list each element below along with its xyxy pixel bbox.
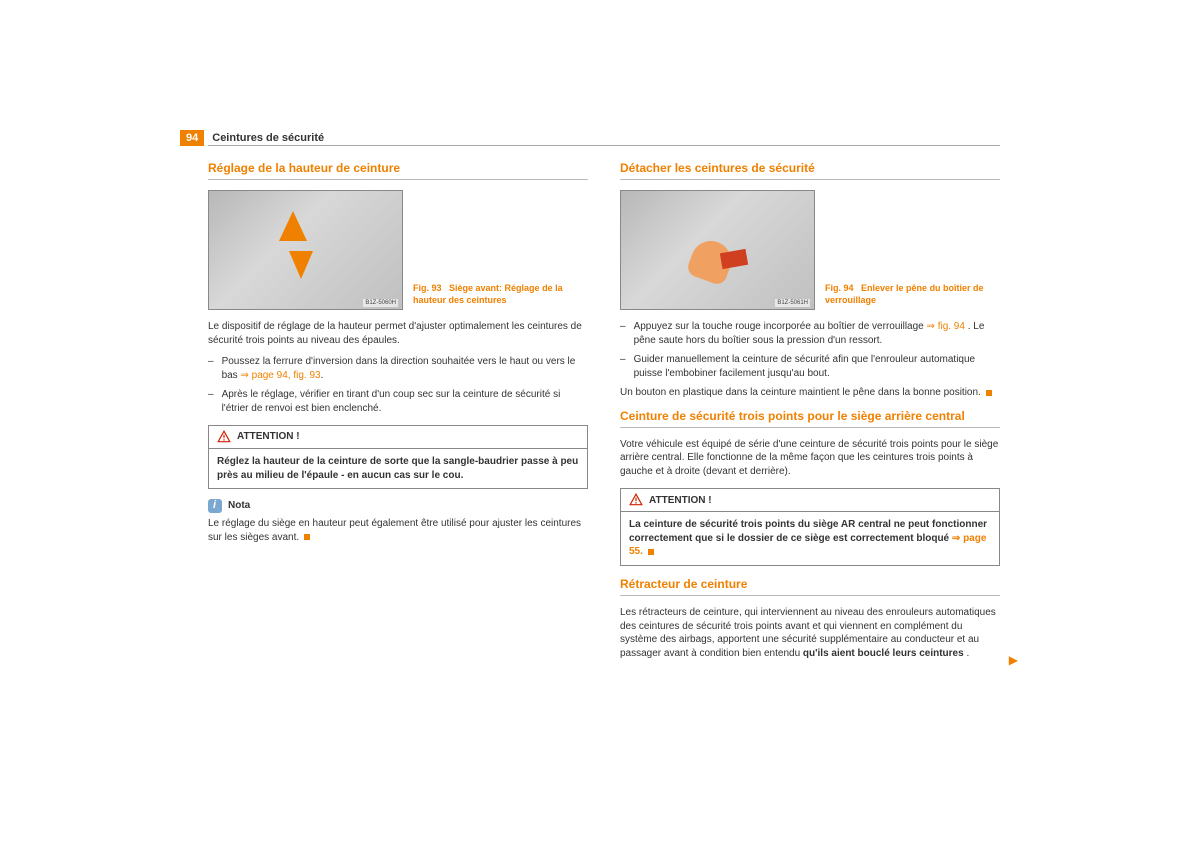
figure-image-detach-belt: B1Z-5061H	[620, 190, 815, 310]
figure-image-height-adjust: B1Z-5060H	[208, 190, 403, 310]
bullet-dash: –	[620, 320, 626, 347]
figure-caption: Fig. 94 Enlever le pêne du boîtier de ve…	[825, 282, 995, 310]
attention-box: ATTENTION ! Réglez la hauteur de la cein…	[208, 425, 588, 489]
figure-code: B1Z-5061H	[775, 299, 810, 307]
cross-ref-link[interactable]: ⇒ page 94, fig. 93	[240, 370, 320, 381]
bullet-text: Appuyez sur la touche rouge incorporée a…	[634, 320, 1000, 347]
attention-title: ATTENTION !	[649, 494, 712, 508]
right-column: Détacher les ceintures de sécurité B1Z-5…	[620, 160, 1000, 668]
bullet-dash: –	[620, 353, 626, 380]
bullet-text: Poussez la ferrure d'inversion dans la d…	[222, 355, 588, 382]
attention-header: ATTENTION !	[621, 489, 999, 512]
arrow-down-icon	[289, 251, 313, 279]
section-title: Détacher les ceintures de sécurité	[620, 160, 1000, 180]
red-button-shape	[720, 249, 748, 269]
cross-ref-link[interactable]: ⇒ fig. 94	[927, 321, 965, 332]
header-rule	[208, 145, 1000, 146]
bold-phrase: qu'ils aient bouclé leurs ceintures	[803, 648, 964, 659]
figure-row: B1Z-5061H Fig. 94 Enlever le pêne du boî…	[620, 190, 1000, 310]
attention-body: Réglez la hauteur de la ceinture de sort…	[209, 449, 587, 488]
bullet-dash: –	[208, 355, 214, 382]
section-title: Réglage de la hauteur de ceinture	[208, 160, 588, 180]
chapter-title: Ceintures de sécurité	[212, 132, 324, 144]
section-title: Ceinture de sécurité trois points pour l…	[620, 408, 1000, 428]
bullet-text: Après le réglage, vérifier en tirant d'u…	[222, 388, 588, 415]
section-title: Rétracteur de ceinture	[620, 576, 1000, 596]
continue-arrow-icon: ▶	[1009, 652, 1018, 668]
warning-icon	[217, 430, 231, 444]
figure-caption: Fig. 93 Siège avant: Réglage de la haute…	[413, 282, 583, 310]
bullet-text: Guider manuellement la ceinture de sécur…	[634, 353, 1000, 380]
left-column: Réglage de la hauteur de ceinture B1Z-50…	[208, 160, 588, 668]
note-header: Nota	[208, 499, 588, 513]
figure-code: B1Z-5060H	[363, 299, 398, 307]
note-body: Le réglage du siège en hauteur peut égal…	[208, 517, 588, 544]
list-item: – Poussez la ferrure d'inversion dans la…	[208, 355, 588, 382]
end-marker-icon	[304, 534, 310, 540]
attention-header: ATTENTION !	[209, 426, 587, 449]
list-item: – Après le réglage, vérifier en tirant d…	[208, 388, 588, 415]
figure-caption-prefix: Fig. 94	[825, 283, 854, 293]
intro-paragraph: Le dispositif de réglage de la hauteur p…	[208, 320, 588, 347]
paragraph: Votre véhicule est équipé de série d'une…	[620, 438, 1000, 479]
figure-row: B1Z-5060H Fig. 93 Siège avant: Réglage d…	[208, 190, 588, 310]
attention-title: ATTENTION !	[237, 430, 300, 444]
paragraph: Un bouton en plastique dans la ceinture …	[620, 386, 1000, 400]
attention-box: ATTENTION ! La ceinture de sécurité troi…	[620, 488, 1000, 566]
list-item: – Appuyez sur la touche rouge incorporée…	[620, 320, 1000, 347]
bullet-dash: –	[208, 388, 214, 415]
list-item: – Guider manuellement la ceinture de séc…	[620, 353, 1000, 380]
paragraph: Les rétracteurs de ceinture, qui intervi…	[620, 606, 1000, 660]
end-marker-icon	[986, 390, 992, 396]
note-title: Nota	[228, 499, 250, 513]
content-columns: Réglage de la hauteur de ceinture B1Z-50…	[208, 160, 1000, 668]
warning-icon	[629, 493, 643, 507]
page-header: 94 Ceintures de sécurité	[180, 130, 324, 146]
end-marker-icon	[648, 549, 654, 555]
attention-body: La ceinture de sécurité trois points du …	[621, 512, 999, 565]
arrow-up-icon	[279, 211, 307, 241]
page-number: 94	[180, 130, 204, 146]
info-icon	[208, 499, 222, 513]
figure-caption-prefix: Fig. 93	[413, 283, 442, 293]
